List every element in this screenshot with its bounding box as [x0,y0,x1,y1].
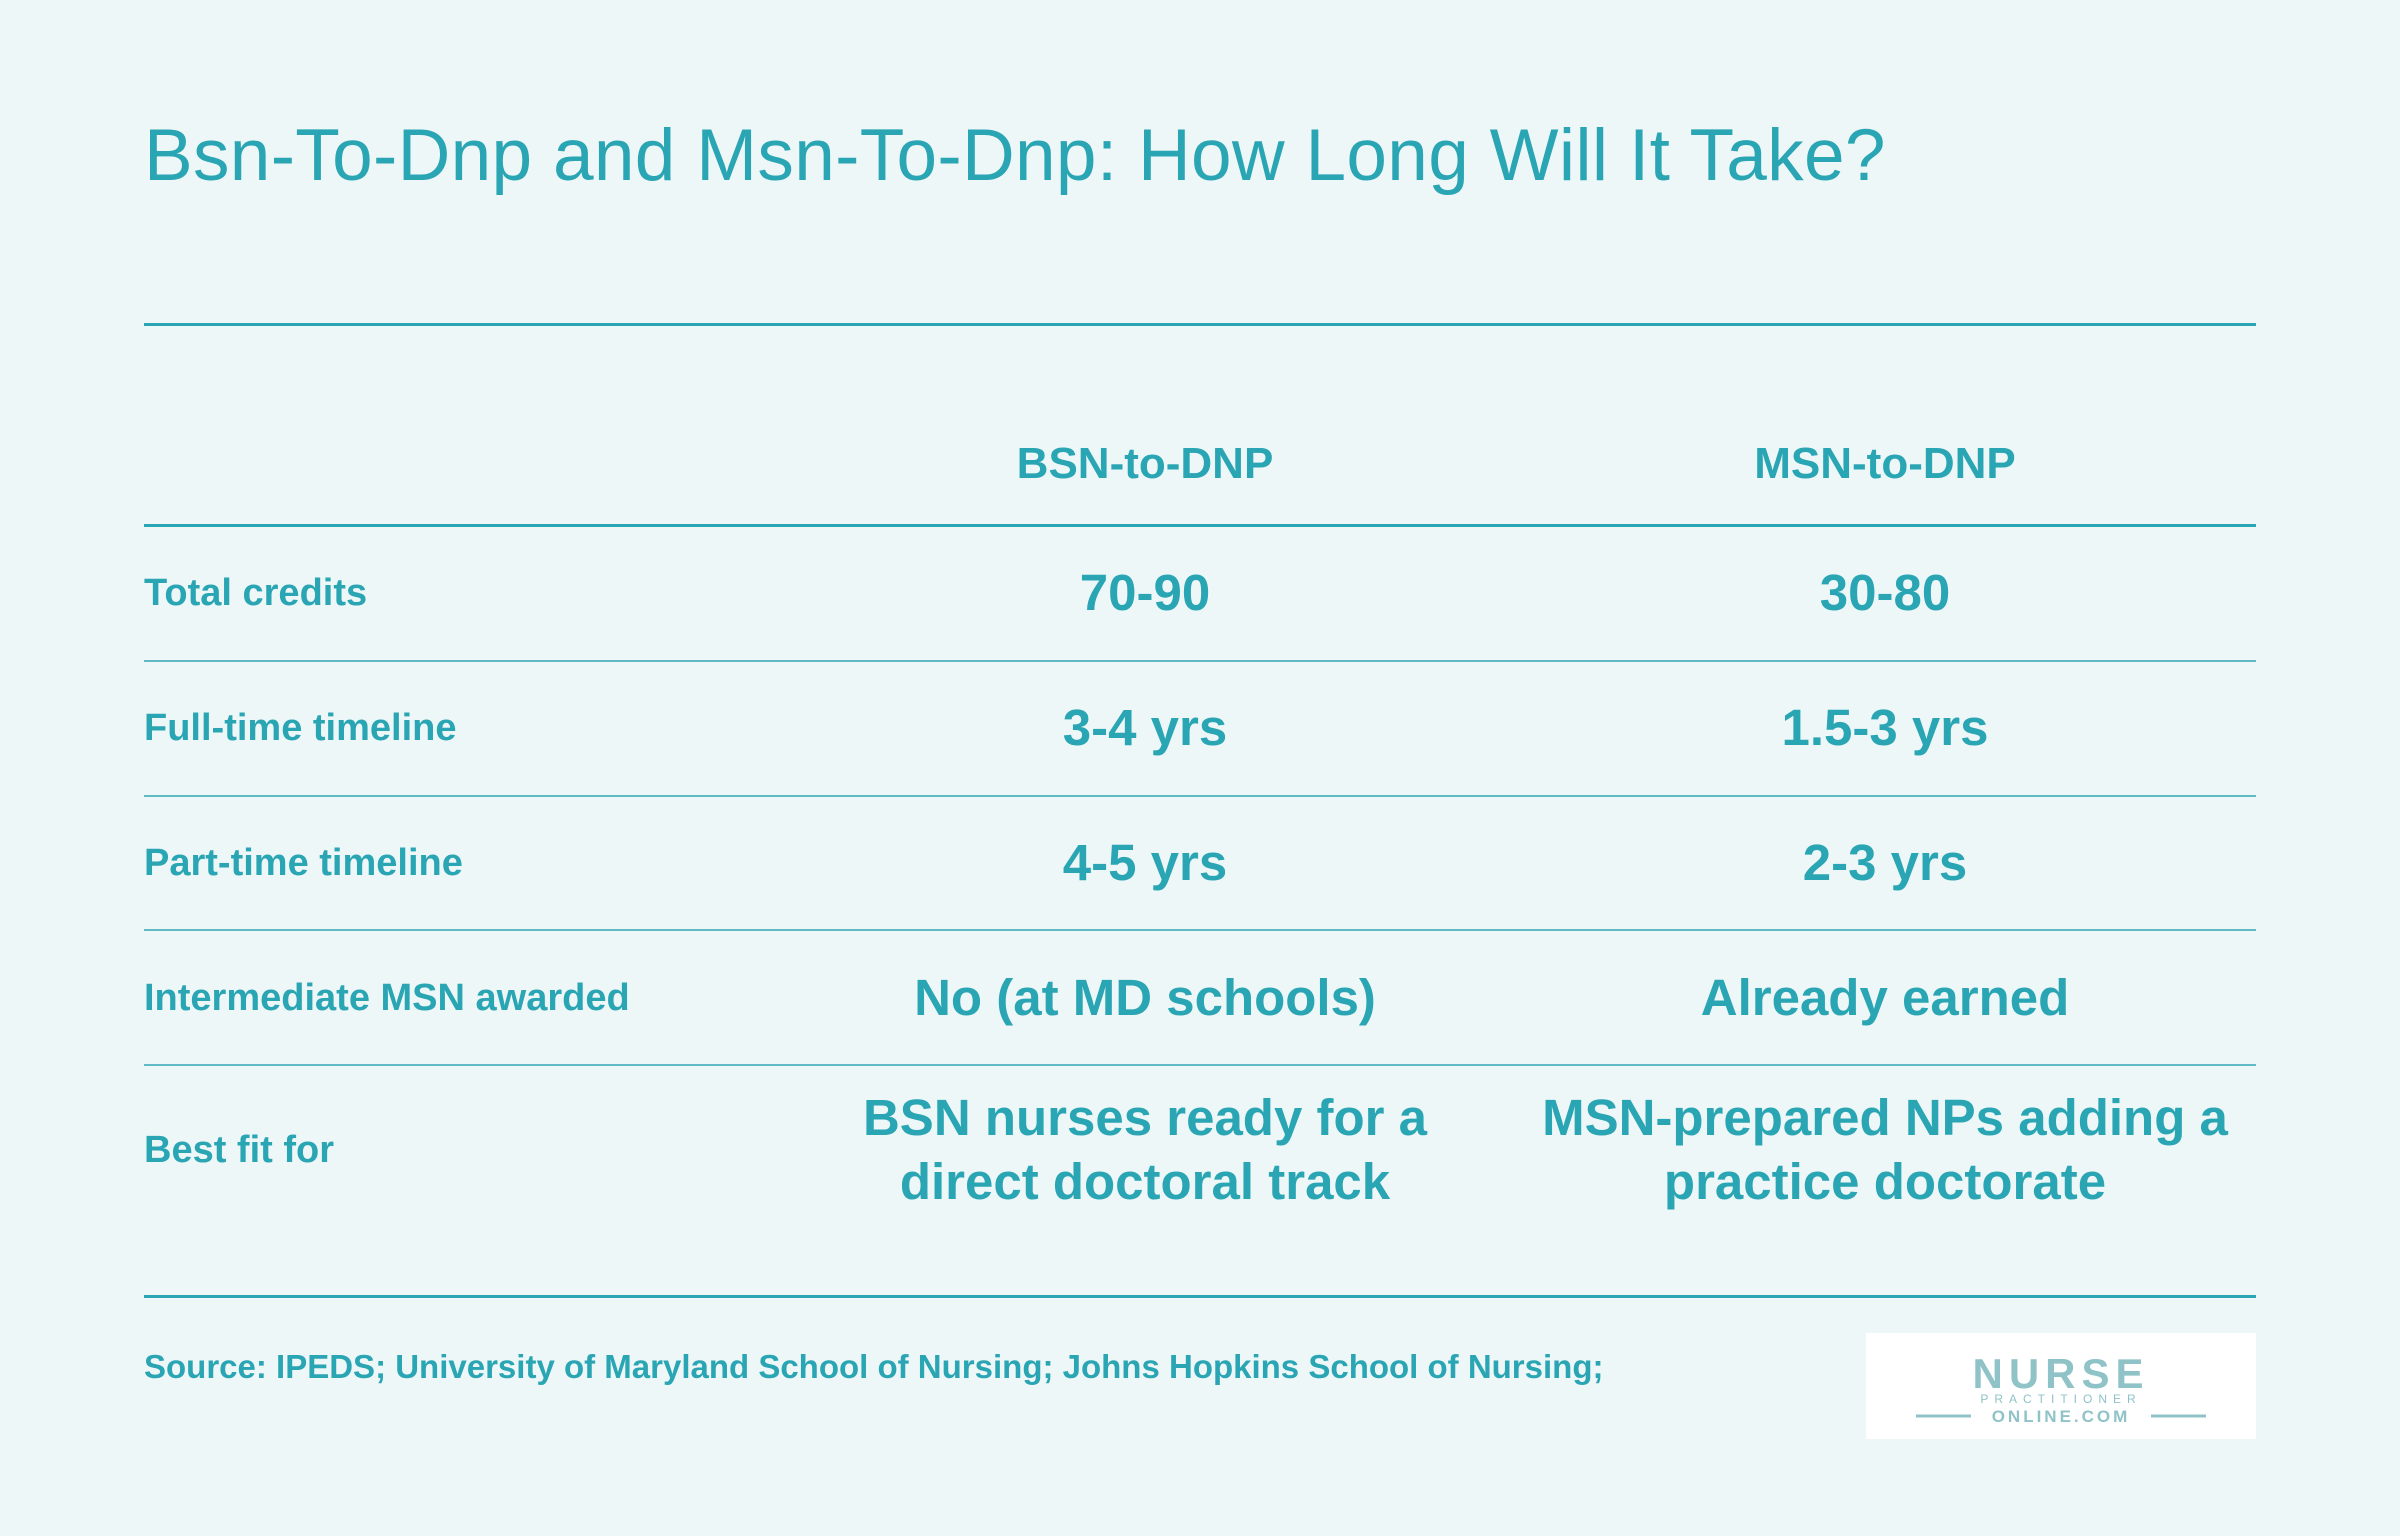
cell-full-time-msn: 1.5-3 yrs [1781,699,1989,756]
source-note: Source: IPEDS; University of Maryland Sc… [144,1348,1604,1385]
logo-graphic: NURSE PRACTITIONER ONLINE.COM [1916,1350,2206,1426]
cell-part-time-bsn: 4-5 yrs [1062,834,1228,891]
row-label-intermediate-msn: Intermediate MSN awarded [144,977,630,1019]
cell-total-credits-bsn: 70-90 [1079,564,1211,621]
row-divider [144,660,2256,662]
row-label-best-fit-for: Best fit for [144,1129,334,1171]
row-divider [144,1064,2256,1066]
cell-best-fit-bsn: BSN nurses ready for a direct doctoral t… [862,1089,1428,1210]
cell-intermediate-msn-bsn: No (at MD schools) [914,969,1376,1026]
column-header-bsn-to-dnp: BSN-to-DNP [1016,439,1274,488]
cell-intermediate-msn-msn: Already earned [1700,969,2070,1026]
row-label-total-credits: Total credits [144,572,368,614]
logo-word-online: ONLINE.COM [1992,1407,2131,1426]
row-label-part-time-timeline: Part-time timeline [144,842,463,884]
logo-word-practitioner: PRACTITIONER [1980,1392,2141,1406]
cell-best-fit-msn: MSN-prepared NPs adding a practice docto… [1542,1089,2228,1210]
title-divider [144,323,2256,326]
column-header-msn-to-dnp: MSN-to-DNP [1754,439,2016,488]
header-divider [144,524,2256,527]
nurse-practitioner-online-logo: NURSE PRACTITIONER ONLINE.COM [1866,1333,2256,1439]
page-title: Bsn-To-Dnp and Msn-To-Dnp: How Long Will… [144,115,1886,196]
cell-part-time-msn: 2-3 yrs [1802,834,1968,891]
row-label-full-time-timeline: Full-time timeline [144,707,457,749]
cell-total-credits-msn: 30-80 [1819,564,1951,621]
row-divider [144,929,2256,931]
row-divider [144,795,2256,797]
cell-full-time-bsn: 3-4 yrs [1062,699,1228,756]
logo-word-nurse: NURSE [1972,1350,2149,1397]
table-bottom-divider [144,1295,2256,1298]
